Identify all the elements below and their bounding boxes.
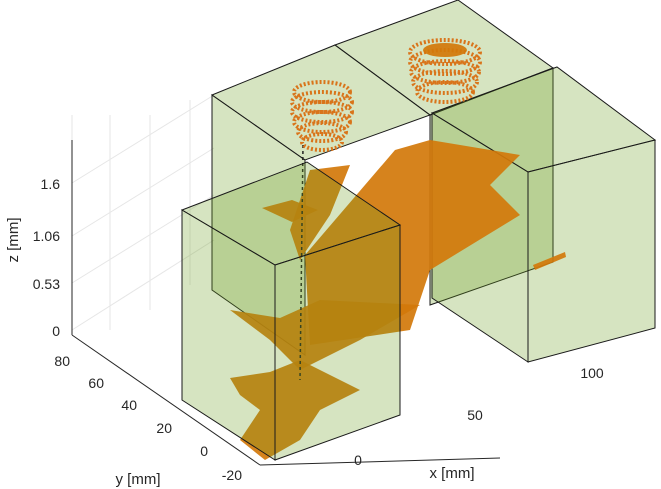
helix-left — [290, 80, 354, 152]
y-tick-label: 80 — [54, 353, 70, 369]
z-tick-label: 0 — [52, 323, 60, 339]
z-tick-label: 1.6 — [41, 176, 61, 192]
grid — [71, 94, 215, 331]
cloud-small-plate — [262, 200, 318, 222]
y-tick-labels: -20 0 20 40 60 80 — [54, 353, 242, 483]
x-tick-label: 100 — [580, 365, 604, 381]
cloud-mid — [290, 165, 350, 260]
y-tick-label: 0 — [200, 443, 208, 459]
cloud-right-strip — [533, 252, 566, 270]
y-tick-label: -20 — [222, 467, 242, 483]
y-tick-label: 20 — [156, 420, 172, 436]
y-axis-label: y [mm] — [116, 471, 161, 488]
box-front — [180, 161, 402, 461]
x-tick-label: 50 — [467, 407, 483, 423]
axes — [71, 140, 501, 466]
x-tick-label: 0 — [354, 452, 362, 468]
cloud-bottom — [230, 360, 360, 460]
z-tick-label: 1.06 — [33, 228, 60, 244]
z-axis-label: z [mm] — [5, 218, 22, 263]
z-tick-labels: 0 0.53 1.06 1.6 — [33, 176, 60, 339]
point-cloud — [230, 140, 566, 460]
helix-right — [408, 38, 482, 104]
x-axis-label: x [mm] — [430, 465, 475, 482]
z-tick-label: 0.53 — [33, 276, 60, 292]
cloud-tilted-plane — [305, 140, 520, 345]
y-tick-label: 60 — [88, 375, 104, 391]
x-tick-labels: 0 50 100 — [354, 365, 604, 468]
cloud-lower — [230, 300, 420, 370]
y-tick-label: 40 — [121, 397, 137, 413]
